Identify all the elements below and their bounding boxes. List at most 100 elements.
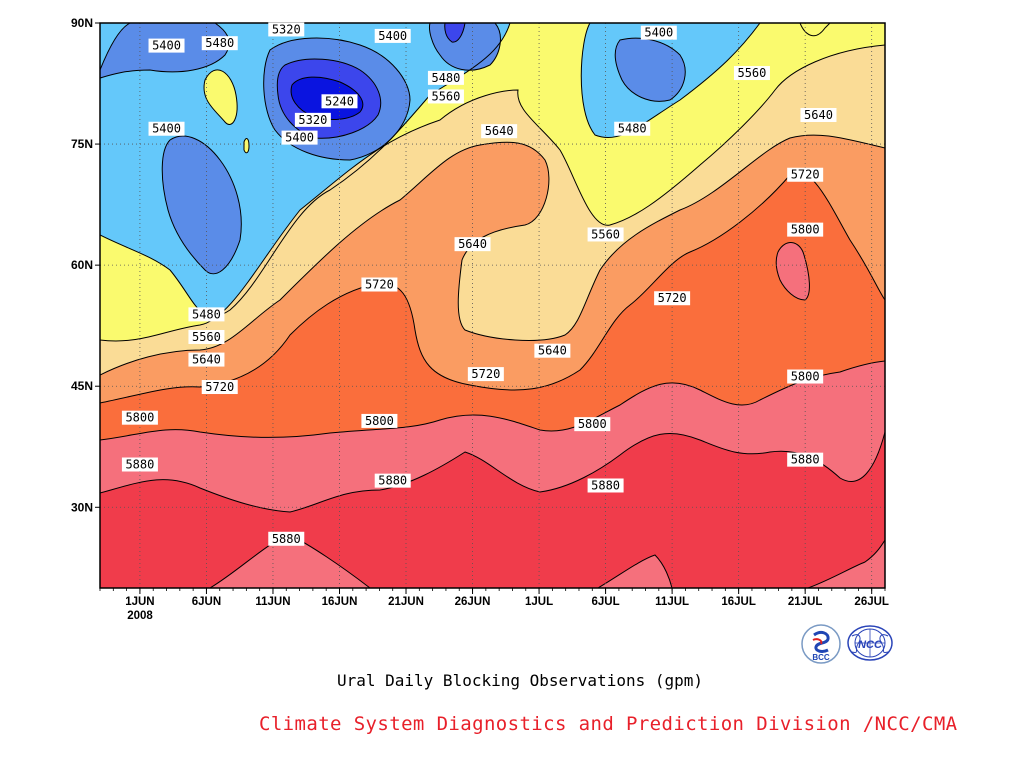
contour-label-box bbox=[654, 291, 691, 306]
contour-label-box bbox=[427, 70, 464, 85]
contour-label: 5800 bbox=[574, 417, 611, 432]
contour-label-text: 5400 bbox=[644, 26, 673, 40]
y-tick-label: 90N bbox=[71, 16, 93, 30]
contour-label-text: 5400 bbox=[152, 122, 181, 136]
contour-label-box bbox=[374, 28, 411, 43]
contour-label-box bbox=[148, 38, 185, 53]
contour-label-box bbox=[361, 413, 398, 428]
x-tick-label: 21JUL bbox=[788, 596, 823, 608]
contour-label-text: 5800 bbox=[365, 414, 394, 428]
contour-label-box bbox=[294, 112, 331, 127]
contour-label: 5560 bbox=[587, 227, 624, 242]
band-fill-5480-island-a bbox=[204, 69, 238, 125]
contour-label: 5880 bbox=[121, 457, 158, 472]
contour-label-box bbox=[121, 410, 158, 425]
contour-label: 5800 bbox=[787, 222, 824, 237]
contour-label-text: 5800 bbox=[791, 223, 820, 237]
contour-label-box bbox=[787, 167, 824, 182]
contour-label-text: 5240 bbox=[325, 94, 354, 108]
contour-label-box bbox=[201, 36, 238, 51]
contour-label-text: 5640 bbox=[192, 353, 221, 367]
contour-label-text: 5480 bbox=[192, 307, 221, 321]
contour-label: 5720 bbox=[201, 380, 238, 395]
contour-label-box bbox=[148, 121, 185, 136]
y-tick-label: 30N bbox=[71, 500, 93, 514]
x-tick-label: 11JUL bbox=[655, 596, 689, 608]
contour-label: 5800 bbox=[787, 369, 824, 384]
contour-label: 5320 bbox=[294, 112, 331, 127]
contour-label: 5400 bbox=[148, 38, 185, 53]
contour-label-box bbox=[587, 227, 624, 242]
contour-label-box bbox=[733, 66, 770, 81]
contour-label: 5800 bbox=[361, 413, 398, 428]
contour-label-text: 5640 bbox=[538, 344, 567, 358]
contour-label: 5720 bbox=[654, 291, 691, 306]
contour-label-text: 5880 bbox=[591, 478, 620, 492]
ncc-logo-text: NCC bbox=[858, 639, 883, 651]
bcc-logo: BCC bbox=[801, 624, 841, 668]
contour-label-text: 5720 bbox=[365, 278, 394, 292]
band-fill-5880-lobe-c bbox=[808, 540, 885, 588]
x-tick-label: 1JUL bbox=[525, 596, 553, 608]
contour-label-box bbox=[188, 329, 225, 344]
bcc-logo-text: BCC bbox=[812, 653, 830, 662]
x-tick-label: 11JUN bbox=[255, 596, 290, 608]
plot-frame bbox=[99, 22, 886, 589]
contour-label: 5400 bbox=[374, 28, 411, 43]
contour-label: 5480 bbox=[427, 70, 464, 85]
contour-label-text: 5720 bbox=[791, 168, 820, 182]
contour-label-box bbox=[374, 473, 411, 488]
contour-fills bbox=[100, 23, 885, 588]
band-fill-5480-island-b bbox=[244, 138, 249, 153]
contour-label-box bbox=[534, 343, 571, 358]
band-fill-5880-lobe-b bbox=[598, 555, 672, 588]
contour-label-text: 5720 bbox=[471, 367, 500, 381]
contour-label-box bbox=[268, 22, 305, 37]
contour-label: 5640 bbox=[534, 343, 571, 358]
contour-label: 5400 bbox=[148, 121, 185, 136]
contour-label: 5640 bbox=[800, 108, 837, 123]
contour-label: 5720 bbox=[787, 167, 824, 182]
contour-label-text: 5560 bbox=[192, 330, 221, 344]
contour-label: 5560 bbox=[733, 66, 770, 81]
contour-label-text: 5480 bbox=[205, 36, 234, 50]
contour-label-box bbox=[787, 369, 824, 384]
contour-label-text: 5880 bbox=[791, 453, 820, 467]
y-tick-label: 75N bbox=[71, 137, 93, 151]
credit-line: Climate System Diagnostics and Predictio… bbox=[259, 713, 958, 735]
contour-label: 5640 bbox=[454, 237, 491, 252]
contour-label: 5320 bbox=[268, 22, 305, 37]
contour-label-box bbox=[201, 380, 238, 395]
contour-label-text: 5400 bbox=[152, 39, 181, 53]
contour-label: 5720 bbox=[361, 277, 398, 292]
contour-label-text: 5640 bbox=[458, 237, 487, 251]
ncc-logo: NCC bbox=[846, 624, 894, 666]
contour-label: 5240 bbox=[321, 94, 358, 109]
x-tick-label: 16JUN bbox=[322, 596, 358, 608]
contour-label: 5640 bbox=[481, 124, 518, 138]
contour-label-text: 5800 bbox=[791, 370, 820, 384]
contour-label: 5480 bbox=[201, 36, 238, 51]
contour-label-box bbox=[640, 25, 677, 40]
contour-label-text: 5560 bbox=[431, 89, 460, 103]
contour-label-box bbox=[587, 478, 624, 493]
x-tick-label: 16JUL bbox=[721, 596, 756, 608]
x-tick-label: 1JUN bbox=[125, 596, 154, 608]
x-axis: 1JUN 6JUN 11JUN 16JUN 21JUN 26JUN 1JUL 6JUL 11JU… bbox=[99, 588, 889, 608]
contour-label-text: 5400 bbox=[285, 131, 314, 145]
contour-label: 5880 bbox=[268, 531, 305, 546]
contour-label-box bbox=[321, 94, 358, 109]
contour-label: 5400 bbox=[281, 130, 318, 145]
contour-label-box bbox=[188, 352, 225, 367]
contour-label-text: 5720 bbox=[658, 291, 687, 305]
contour-label-text: 5560 bbox=[591, 227, 620, 241]
contour-label-box bbox=[467, 367, 504, 382]
contour-label-text: 5640 bbox=[804, 108, 833, 122]
contour-label-box bbox=[574, 417, 611, 432]
contour-label-text: 5880 bbox=[125, 458, 154, 472]
x-axis-year-label: 2008 bbox=[127, 610, 153, 622]
x-tick-label: 26JUL bbox=[854, 596, 889, 608]
contour-label-text: 5800 bbox=[125, 411, 154, 425]
contour-label-text: 5720 bbox=[205, 380, 234, 394]
